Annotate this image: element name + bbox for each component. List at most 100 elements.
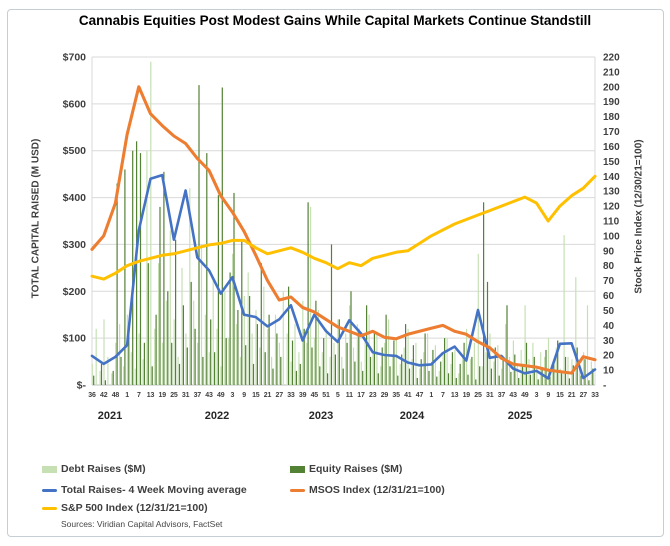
svg-text:150: 150 xyxy=(603,157,620,168)
svg-text:3: 3 xyxy=(231,392,235,399)
svg-text:200: 200 xyxy=(603,82,620,93)
svg-text:2024: 2024 xyxy=(400,410,425,422)
total-raises-swatch-icon xyxy=(42,488,57,492)
legend-item-sp500-index: S&P 500 Index (12/31/21=100) xyxy=(42,501,208,515)
left-axis-title: TOTAL CAPITAL RAISED (M USD) xyxy=(30,138,42,299)
x-axis-week-labels: 36 42 48 1 7 13 19 25 31 37 43 49 3 9 15 21 27 33 39 45 51 5 1… xyxy=(88,392,599,399)
svg-text:90: 90 xyxy=(603,246,615,257)
svg-text:37: 37 xyxy=(194,392,202,399)
debt-raises-bars xyxy=(91,61,592,385)
svg-text:48: 48 xyxy=(112,392,120,399)
svg-text:9: 9 xyxy=(242,392,246,399)
svg-text:80: 80 xyxy=(603,261,615,272)
debt-raises-swatch-icon xyxy=(42,465,57,473)
svg-text:27: 27 xyxy=(580,392,588,399)
svg-text:49: 49 xyxy=(521,392,529,399)
svg-text:15: 15 xyxy=(556,392,564,399)
svg-text:13: 13 xyxy=(451,392,459,399)
svg-text:29: 29 xyxy=(381,392,389,399)
svg-text:19: 19 xyxy=(159,392,167,399)
svg-text:2022: 2022 xyxy=(205,410,229,422)
svg-text:20: 20 xyxy=(603,351,615,362)
legend-label: Debt Raises ($M) xyxy=(61,463,146,475)
svg-text:2025: 2025 xyxy=(508,410,532,422)
svg-text:70: 70 xyxy=(603,276,615,287)
chart-title: Cannabis Equities Post Modest Gains Whil… xyxy=(78,13,592,28)
svg-text:140: 140 xyxy=(603,172,620,183)
svg-text:35: 35 xyxy=(392,392,400,399)
svg-text:40: 40 xyxy=(603,321,615,332)
svg-text:110: 110 xyxy=(603,217,620,228)
sp500-index-line xyxy=(90,174,597,281)
svg-text:210: 210 xyxy=(603,67,620,78)
equity-raises-swatch-icon xyxy=(290,465,305,473)
svg-text:-: - xyxy=(603,381,606,392)
svg-text:$500: $500 xyxy=(63,145,87,157)
svg-text:15: 15 xyxy=(252,392,260,399)
svg-text:130: 130 xyxy=(603,187,620,198)
svg-text:43: 43 xyxy=(205,392,213,399)
svg-text:45: 45 xyxy=(311,392,319,399)
svg-text:51: 51 xyxy=(322,392,330,399)
svg-text:50: 50 xyxy=(603,306,615,317)
legend-label: Total Raises- 4 Week Moving average xyxy=(61,484,247,496)
svg-text:1: 1 xyxy=(429,392,433,399)
svg-text:170: 170 xyxy=(603,127,620,138)
svg-text:39: 39 xyxy=(299,392,307,399)
svg-text:25: 25 xyxy=(474,392,482,399)
svg-text:1: 1 xyxy=(125,392,129,399)
right-axis-title: Stock Price Index (12/30/21=100) xyxy=(633,139,645,294)
svg-text:41: 41 xyxy=(404,392,412,399)
svg-text:$600: $600 xyxy=(63,98,87,110)
left-axis-tick-labels: $700 $600 $500 $400 $300 $200 $100 $- xyxy=(63,52,87,392)
sp500-index-swatch-icon xyxy=(42,506,57,510)
svg-text:120: 120 xyxy=(603,202,620,213)
svg-text:$300: $300 xyxy=(63,239,87,251)
svg-text:27: 27 xyxy=(276,392,284,399)
legend-item-total-raises: Total Raises- 4 Week Moving average xyxy=(42,483,247,497)
svg-text:13: 13 xyxy=(147,392,155,399)
svg-text:31: 31 xyxy=(182,392,190,399)
svg-text:60: 60 xyxy=(603,291,615,302)
svg-text:190: 190 xyxy=(603,97,620,108)
svg-text:49: 49 xyxy=(217,392,225,399)
svg-text:23: 23 xyxy=(369,392,377,399)
svg-text:31: 31 xyxy=(486,392,494,399)
svg-text:25: 25 xyxy=(170,392,178,399)
svg-text:21: 21 xyxy=(568,392,576,399)
legend-label: S&P 500 Index (12/31/21=100) xyxy=(61,502,208,514)
source-note: Sources: Viridian Capital Advisors, Fact… xyxy=(61,519,223,529)
svg-text:10: 10 xyxy=(603,366,615,377)
svg-text:21: 21 xyxy=(264,392,272,399)
svg-text:$100: $100 xyxy=(63,333,87,345)
right-axis-tick-labels: 220 210 200 190 180 170 160 150 140 130 120 110 100 9… xyxy=(603,53,620,392)
svg-text:2023: 2023 xyxy=(309,410,333,422)
svg-text:3: 3 xyxy=(535,392,539,399)
svg-text:9: 9 xyxy=(546,392,550,399)
legend-label: MSOS Index (12/31/21=100) xyxy=(309,484,445,496)
svg-text:220: 220 xyxy=(603,53,620,64)
svg-text:36: 36 xyxy=(88,392,96,399)
svg-text:7: 7 xyxy=(137,392,141,399)
svg-text:$200: $200 xyxy=(63,286,87,298)
svg-text:19: 19 xyxy=(463,392,471,399)
legend-label: Equity Raises ($M) xyxy=(309,463,403,475)
svg-text:$400: $400 xyxy=(63,192,87,204)
legend-item-equity-raises: Equity Raises ($M) xyxy=(290,462,402,476)
legend-item-debt-raises: Debt Raises ($M) xyxy=(42,462,146,476)
svg-text:37: 37 xyxy=(498,392,506,399)
svg-text:17: 17 xyxy=(357,392,365,399)
msos-index-swatch-icon xyxy=(290,488,305,492)
svg-text:100: 100 xyxy=(603,231,620,242)
svg-text:43: 43 xyxy=(509,392,517,399)
svg-text:47: 47 xyxy=(416,392,424,399)
legend-item-msos-index: MSOS Index (12/31/21=100) xyxy=(290,483,445,497)
svg-text:180: 180 xyxy=(603,112,620,123)
msos-index-line xyxy=(90,85,597,375)
svg-text:160: 160 xyxy=(603,142,620,153)
svg-text:33: 33 xyxy=(591,392,599,399)
svg-text:$700: $700 xyxy=(63,52,87,64)
svg-text:7: 7 xyxy=(441,392,445,399)
